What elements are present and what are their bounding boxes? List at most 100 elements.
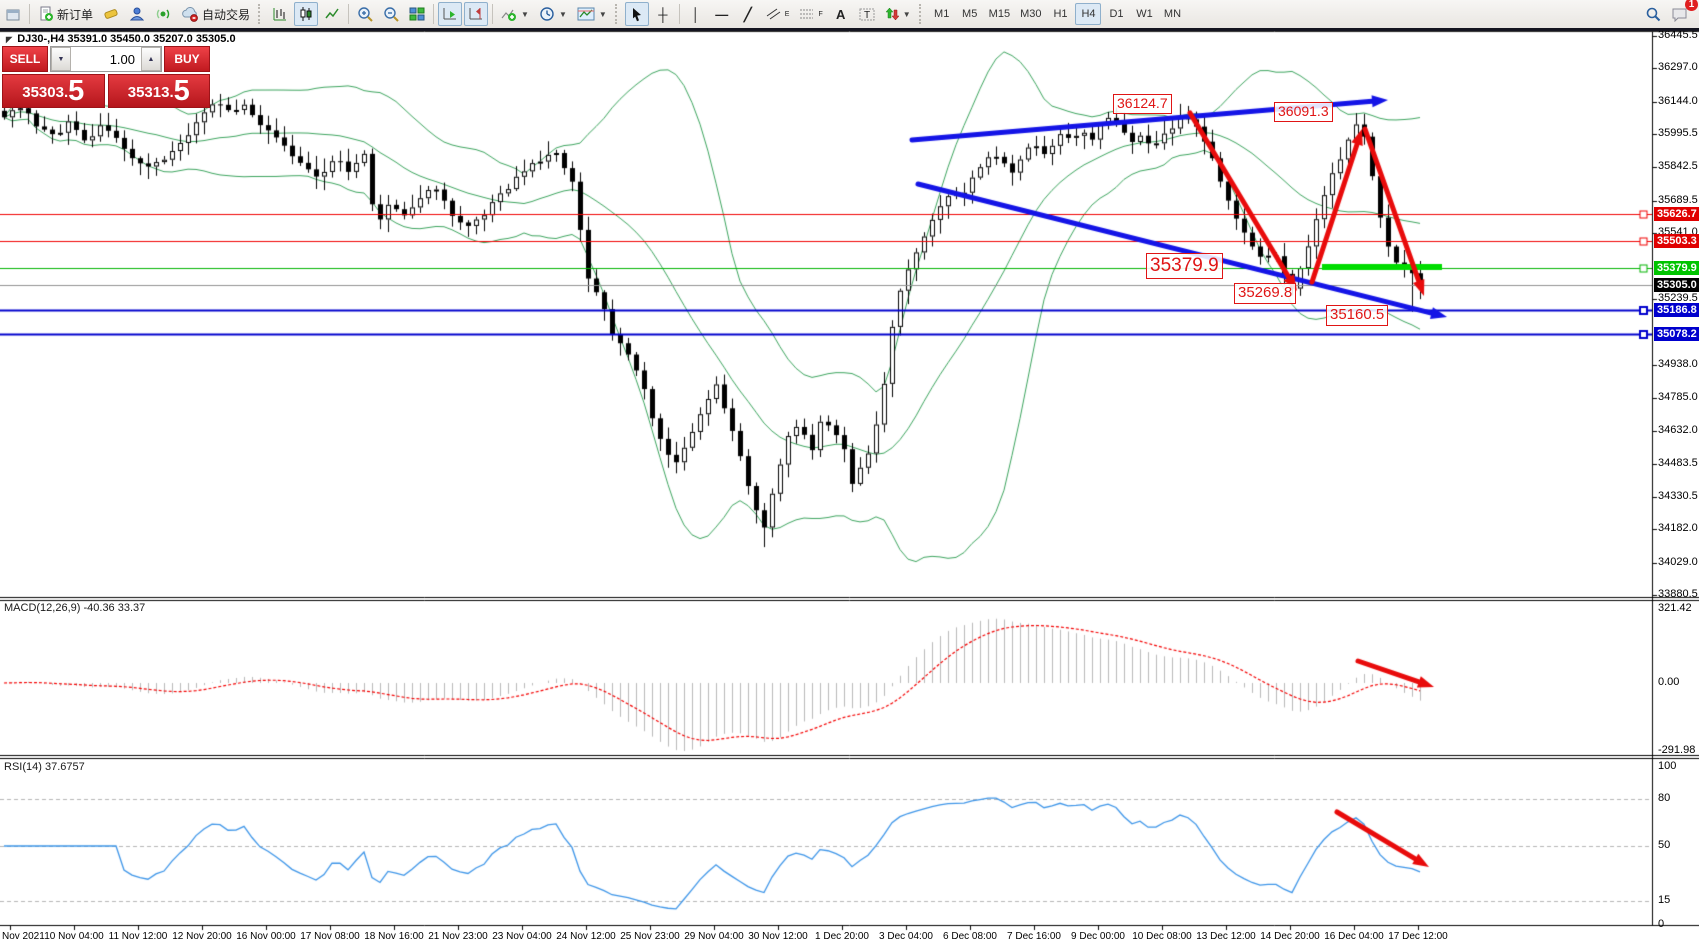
text-label-icon: T	[859, 8, 875, 21]
tab-timeframe-m5[interactable]: M5	[962, 8, 978, 20]
volume-decrease-button[interactable]: ▼	[51, 47, 71, 71]
macd-scale-label: 0.00	[1658, 676, 1680, 688]
bar-chart-button[interactable]	[268, 2, 292, 26]
signals-button[interactable]	[151, 2, 175, 26]
time-tick-label: 18 Nov 16:00	[364, 931, 424, 942]
crosshair-button[interactable]: ┼	[651, 2, 675, 26]
volume-stepper: ▼ 1.00 ▲	[50, 46, 162, 72]
zoom-in-button[interactable]	[353, 2, 377, 26]
templates-button[interactable]: ▼	[573, 2, 611, 26]
tab-timeframe-m30[interactable]: M30	[1020, 8, 1042, 20]
price-tick-label: 36144.0	[1658, 94, 1698, 107]
price-annotation[interactable]: 35379.9	[1146, 253, 1223, 279]
zoom-out-button[interactable]	[379, 2, 403, 26]
autotrading-button[interactable]: 自动交易	[177, 2, 254, 26]
vertical-line-button[interactable]: │	[684, 2, 708, 26]
time-tick-label: 11 Nov 12:00	[108, 931, 168, 942]
vertical-line-icon: │	[691, 6, 700, 22]
time-tick-label: 13 Dec 12:00	[1196, 931, 1256, 942]
arrows-tool-button[interactable]: ▼	[881, 2, 915, 26]
time-tick-label: 23 Nov 04:00	[492, 931, 552, 942]
sell-price-big-digit: 5	[68, 75, 85, 107]
buy-price-big-digit: 5	[173, 75, 190, 107]
sell-button[interactable]: SELL	[2, 46, 48, 72]
price-tick-label: 34330.5	[1658, 489, 1698, 502]
tab-timeframe-w1[interactable]: W1	[1136, 8, 1153, 20]
chart-window-icon[interactable]	[1, 2, 25, 26]
price-annotation[interactable]: 36091.3	[1274, 102, 1333, 122]
buy-button[interactable]: BUY	[164, 46, 210, 72]
symbol-period-label: DJ30-,H4	[17, 33, 65, 45]
notifications-button[interactable]: 1	[1667, 0, 1698, 26]
strategy-tester-button[interactable]	[125, 2, 149, 26]
tab-timeframe-m1[interactable]: M1	[934, 8, 950, 20]
periods-button[interactable]: ▼	[535, 2, 571, 26]
new-order-label: 新订单	[57, 7, 94, 22]
text-label-button[interactable]: T	[855, 2, 879, 26]
time-tick-label: 12 Nov 20:00	[172, 931, 232, 942]
separator	[29, 4, 30, 24]
line-chart-button[interactable]	[320, 2, 344, 26]
time-tick-label: 29 Nov 04:00	[684, 931, 744, 942]
zoom-in-icon	[358, 7, 373, 22]
zoom-out-icon	[384, 7, 399, 22]
horizontal-line-button[interactable]: —	[710, 2, 734, 26]
crayon-icon	[104, 9, 118, 19]
rsi-scale-label: 50	[1658, 839, 1671, 851]
line-chart-icon	[325, 8, 339, 19]
cursor-button[interactable]	[624, 2, 649, 26]
add-indicator-icon	[501, 9, 517, 21]
main-toolbar: 新订单 自动交易 ▼ ▼	[0, 0, 1699, 29]
rsi-indicator-label: RSI(14) 37.6757	[4, 761, 85, 773]
metaeditor-button[interactable]	[99, 2, 123, 26]
price-level-label: 35379.9	[1654, 261, 1699, 276]
equidistant-channel-button[interactable]: E	[762, 2, 794, 26]
text-button[interactable]: A	[829, 2, 853, 26]
tab-timeframe-m15[interactable]: M15	[988, 8, 1011, 20]
tab-timeframe-mn[interactable]: MN	[1163, 8, 1182, 20]
signal-radar-icon	[156, 9, 170, 19]
rsi-scale-label: 15	[1658, 894, 1671, 906]
auto-scroll-button[interactable]	[438, 2, 463, 26]
price-tick-label: 34938.0	[1658, 357, 1698, 370]
tab-timeframe-h1[interactable]: H1	[1053, 8, 1068, 20]
macd-scale-label: 321.42	[1658, 602, 1692, 614]
chevron-down-icon: ▼	[902, 9, 911, 19]
trendline-button[interactable]: ╱	[736, 2, 760, 26]
time-tick-label: 1 Dec 20:00	[815, 931, 869, 942]
rsi-scale-label: 0	[1658, 918, 1665, 930]
document-plus-icon	[40, 6, 53, 21]
tile-windows-button[interactable]	[405, 2, 429, 26]
price-level-label: 35626.7	[1654, 207, 1699, 222]
tile-windows-icon	[409, 7, 425, 21]
candlestick-chart-button[interactable]	[294, 2, 319, 26]
time-tick-label: 14 Dec 20:00	[1260, 931, 1320, 942]
price-annotation[interactable]: 35160.5	[1326, 305, 1389, 326]
volume-increase-button[interactable]: ▲	[141, 47, 161, 71]
sell-price[interactable]: 35303. 5	[2, 74, 105, 108]
tab-timeframe-h4[interactable]: H4	[1075, 3, 1102, 25]
rsi-scale-label: 100	[1658, 760, 1677, 772]
volume-input[interactable]: 1.00	[109, 51, 135, 67]
horizontal-line-icon: —	[715, 6, 729, 22]
new-order-button[interactable]: 新订单	[34, 2, 97, 26]
time-tick-label: 16 Nov 00:00	[236, 931, 296, 942]
chart-shift-icon	[469, 8, 483, 20]
autotrading-label: 自动交易	[202, 7, 251, 22]
chevron-down-icon: ▼	[558, 9, 567, 19]
notification-badge: 1	[1685, 0, 1698, 11]
tab-timeframe-d1[interactable]: D1	[1109, 8, 1124, 20]
time-tick-label: 25 Nov 23:00	[620, 931, 680, 942]
chevron-down-icon: ▼	[598, 9, 607, 19]
search-button[interactable]	[1641, 2, 1665, 26]
price-annotation[interactable]: 36124.7	[1113, 94, 1172, 114]
chart-ohlc-header: ◤ DJ30-,H4 35391.0 35450.0 35207.0 35305…	[6, 33, 236, 45]
fibonacci-button[interactable]: F	[795, 2, 826, 26]
search-icon	[1646, 7, 1661, 22]
indicators-button[interactable]: ▼	[497, 2, 533, 26]
price-annotation[interactable]: 35269.8	[1234, 283, 1297, 304]
price-tick-label: 35689.5	[1658, 193, 1698, 206]
buy-price[interactable]: 35313. 5	[107, 74, 210, 108]
chart-shift-button[interactable]	[464, 2, 489, 26]
